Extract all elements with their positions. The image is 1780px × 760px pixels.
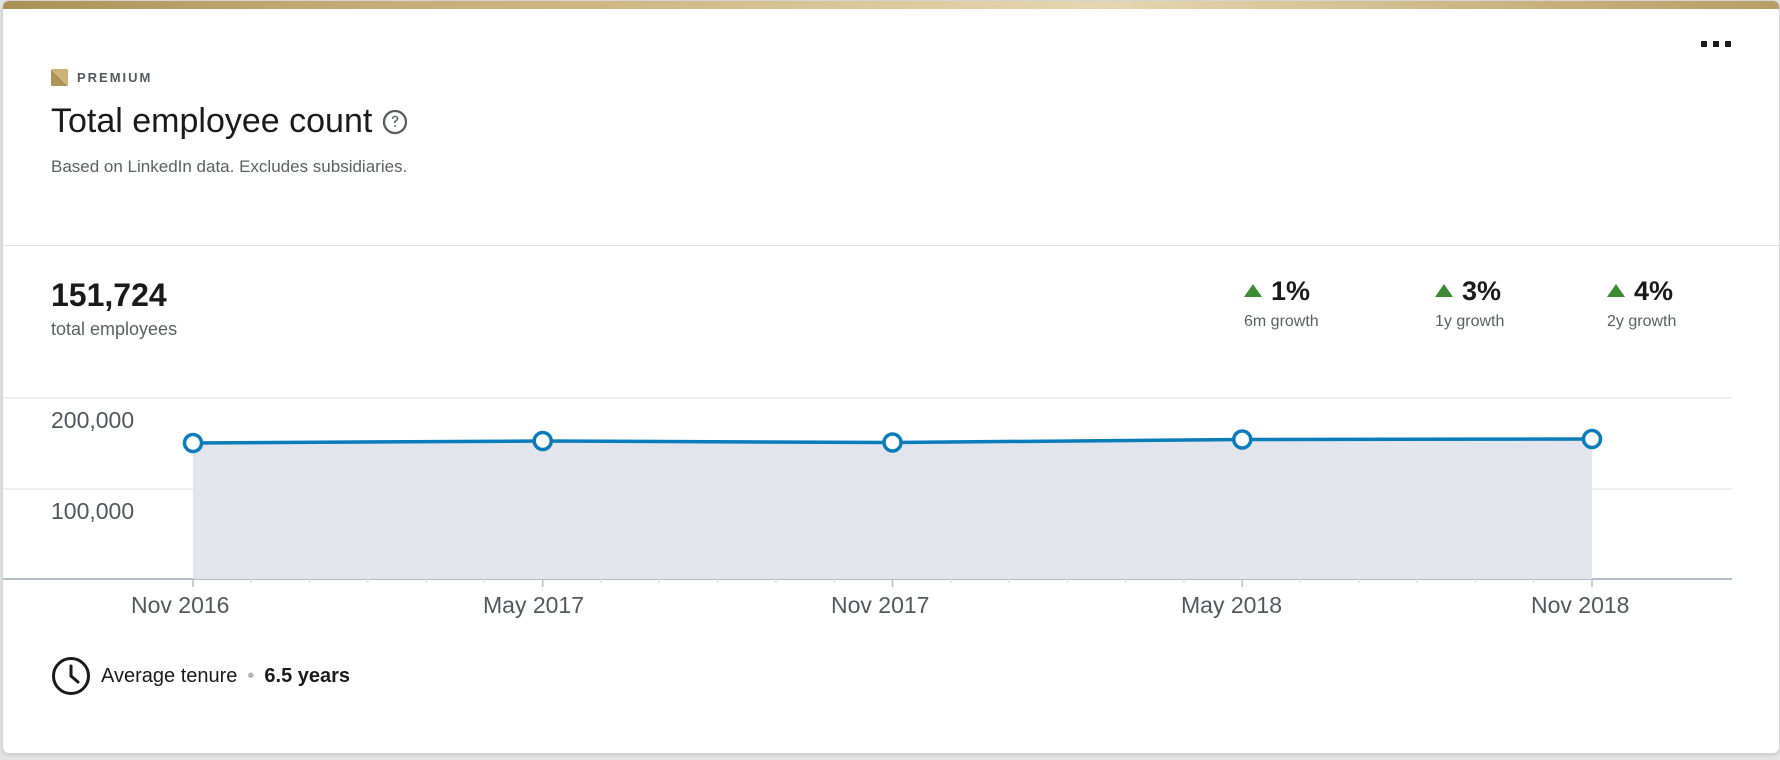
svg-text:May 2017: May 2017 bbox=[483, 592, 584, 618]
svg-text:200,000: 200,000 bbox=[51, 407, 134, 433]
svg-text:Nov 2018: Nov 2018 bbox=[1531, 592, 1629, 618]
svg-text:May 2018: May 2018 bbox=[1181, 592, 1282, 618]
svg-text:Nov 2017: Nov 2017 bbox=[831, 592, 929, 618]
svg-text:Nov 2016: Nov 2016 bbox=[131, 592, 229, 618]
svg-text:100,000: 100,000 bbox=[51, 498, 134, 524]
